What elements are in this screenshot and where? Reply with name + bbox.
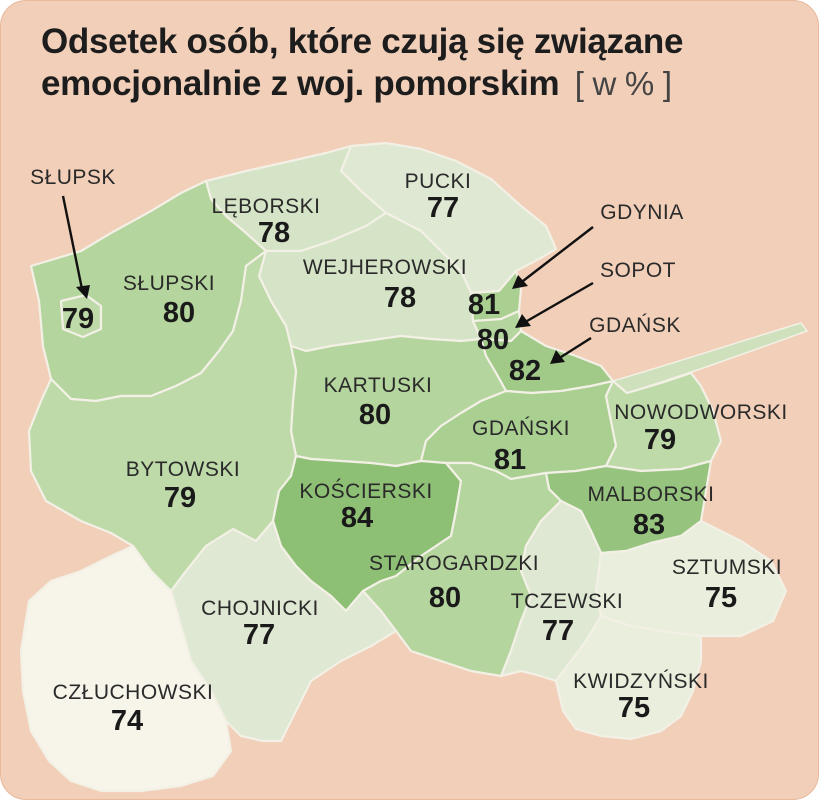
label-name-wejherowski: WEJHEROWSKI	[303, 256, 467, 279]
label-name-bytowski: BYTOWSKI	[126, 458, 240, 481]
region-kwidzynski	[554, 614, 703, 741]
label-value-malborski: 83	[633, 509, 665, 541]
label-value-koscierski: 84	[341, 502, 373, 534]
arrow-sopot	[526, 281, 594, 323]
arrow-head-gdansk	[550, 350, 565, 364]
label-name-kwidzynski: KWIDZYŃSKI	[573, 670, 709, 693]
region-tczewski	[499, 499, 603, 683]
label-value-nowodworski: 79	[644, 424, 676, 456]
label-value-slupski: 80	[163, 297, 195, 329]
label-name-gdynia: GDYNIA	[600, 201, 684, 224]
label-value-kartuski: 80	[359, 399, 391, 431]
label-name-sopot: SOPOT	[600, 259, 676, 282]
label-name-tczewski: TCZEWSKI	[511, 590, 624, 613]
label-name-starogardzki: STAROGARDZKI	[369, 552, 539, 575]
arrow-slupsk	[61, 195, 84, 290]
region-chojnicki	[169, 519, 398, 743]
label-name-slupsk: SŁUPSK	[30, 166, 116, 189]
label-value-sopot: 80	[477, 324, 509, 356]
label-name-gdansk: GDAŃSK	[589, 314, 681, 337]
label-name-kartuski: KARTUSKI	[324, 374, 433, 397]
label-value-czluchowski: 74	[111, 705, 143, 737]
title-line-1: Odsetek osób, które czują się związane	[41, 22, 684, 61]
label-name-chojnicki: CHOJNICKI	[201, 597, 319, 620]
label-value-gdynia: 81	[468, 289, 500, 321]
label-name-malborski: MALBORSKI	[587, 483, 714, 506]
label-value-wejherowski: 78	[384, 282, 416, 314]
arrow-head-slupsk	[76, 285, 90, 299]
label-value-sztumski: 75	[705, 582, 737, 614]
region-czluchowski	[19, 544, 233, 793]
label-value-gdansk: 82	[509, 355, 541, 387]
label-value-kwidzynski: 75	[618, 692, 650, 724]
label-name-koscierski: KOŚCIERSKI	[299, 479, 432, 503]
label-name-leborski: LĘBORSKI	[211, 195, 320, 218]
label-name-sztumski: SZTUMSKI	[672, 556, 782, 579]
title-unit: [ w % ]	[574, 65, 672, 102]
label-value-pucki: 77	[427, 192, 459, 224]
label-name-pucki: PUCKI	[405, 170, 472, 193]
label-name-slupski: SŁUPSKI	[123, 272, 215, 295]
map-title: Odsetek osób, które czują się związane e…	[41, 21, 801, 105]
labels: PUCKI 77 LĘBORSKI 78 SŁUPSKI 80 SŁUPSK 7…	[30, 166, 788, 737]
arrow-head-sopot	[515, 314, 531, 328]
label-value-tczewski: 77	[542, 615, 574, 647]
arrow-head-gdynia	[512, 275, 528, 289]
region-bytowski	[27, 249, 298, 593]
title-line-2: emocjonalnie z woj. pomorskim	[41, 64, 560, 103]
label-value-gdanski: 81	[494, 444, 526, 476]
label-value-starogardzki: 80	[429, 582, 461, 614]
label-value-slupsk: 79	[62, 303, 94, 335]
arrow-gdansk	[560, 336, 592, 359]
label-name-czluchowski: CZŁUCHOWSKI	[53, 681, 214, 704]
pointer-arrows	[61, 195, 594, 364]
label-value-bytowski: 79	[164, 482, 196, 514]
label-value-leborski: 78	[258, 217, 290, 249]
label-name-nowodworski: NOWODWORSKI	[614, 401, 788, 424]
arrow-gdynia	[522, 226, 594, 282]
label-value-chojnicki: 77	[243, 619, 275, 651]
label-name-gdanski: GDAŃSKI	[472, 417, 570, 440]
